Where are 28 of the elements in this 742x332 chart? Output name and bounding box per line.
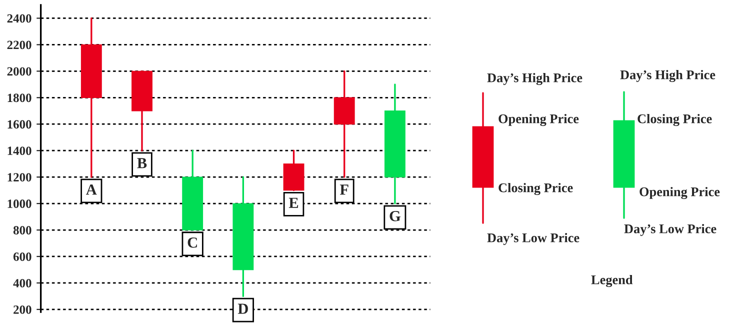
x-tick-label: G: [390, 210, 400, 222]
y-tick-label: 2400: [7, 14, 32, 23]
x-tick-label: D: [238, 304, 248, 314]
x-tick-label: A: [86, 184, 97, 195]
y-tick-label: 400: [13, 278, 32, 288]
x-tick-label: B: [137, 158, 147, 168]
y-tick-label: 1800: [8, 94, 32, 102]
y-tick-label: 1000: [8, 200, 32, 208]
text: Opening Price: [640, 186, 720, 200]
text: Day’s High Price: [620, 70, 716, 82]
y-tick-label: 200: [14, 305, 32, 314]
text: Day’s Low Price: [624, 224, 716, 236]
y-tick-label: 2000: [7, 67, 32, 76]
y-tick-label: 1200: [8, 173, 32, 182]
y-tick-label: 800: [13, 226, 32, 234]
y-tick-label: 1400: [8, 146, 32, 156]
text: Legend: [591, 274, 633, 288]
text: Day’s Low Price: [487, 233, 580, 245]
text: Opening Price: [498, 114, 579, 126]
x-tick-label: C: [188, 237, 197, 248]
y-tick-label: 2200: [7, 40, 32, 50]
x-tick-label: F: [340, 184, 348, 195]
y-tick-label: 1600: [8, 120, 32, 129]
text: Closing Price: [498, 182, 573, 196]
text: Closing Price: [638, 114, 712, 126]
text: Day’s High Price: [487, 72, 582, 86]
y-tick-label: 600: [13, 252, 32, 261]
x-tick-label: E: [288, 198, 298, 208]
